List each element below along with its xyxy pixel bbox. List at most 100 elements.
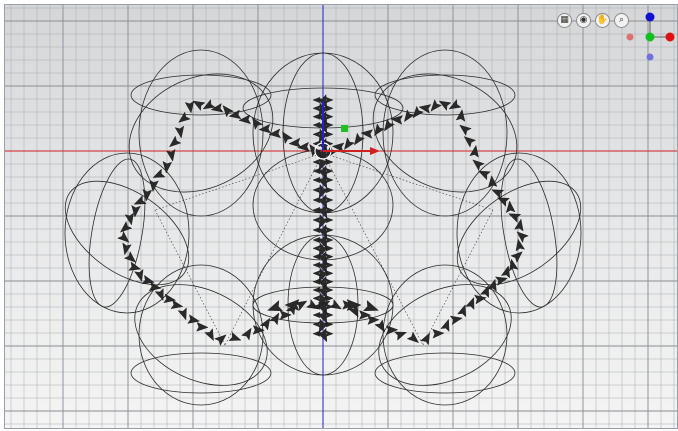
spine-spike — [325, 105, 334, 112]
chain-spike — [438, 100, 452, 111]
spine-spike — [312, 186, 321, 194]
hub-spike — [346, 299, 362, 311]
chain-spike — [178, 111, 191, 123]
chain-spike — [479, 284, 489, 298]
gimbal-ring — [372, 73, 518, 193]
chain-spike — [258, 123, 272, 134]
chain-spike — [374, 319, 385, 333]
spine-spike — [325, 330, 334, 337]
spine-spike — [318, 242, 330, 257]
chain-spike — [184, 100, 195, 114]
gimbal-ring — [382, 49, 508, 217]
chain-spike — [148, 281, 162, 292]
chain-spike — [359, 310, 372, 320]
spine-spike — [312, 236, 321, 244]
hand-icon: ✋ — [596, 15, 609, 25]
spine-spike — [325, 131, 334, 138]
axis-gizmo[interactable] — [615, 9, 677, 65]
chain-spike — [463, 136, 477, 148]
chain-spike — [162, 160, 173, 174]
spine-spike — [325, 253, 334, 260]
gizmo-z-handle[interactable] — [645, 12, 655, 22]
spine-spike — [316, 224, 328, 239]
viewport-grid — [5, 5, 677, 428]
chain-spike — [385, 325, 399, 335]
chain-spike — [412, 105, 424, 119]
spine-spike — [325, 121, 334, 129]
chain-spike — [288, 137, 302, 148]
construction-line — [224, 152, 324, 346]
chain-spike — [214, 334, 227, 346]
spine-spike — [316, 309, 328, 324]
3d-viewport[interactable]: ▦ ◉ ✋ ⌕ — [4, 4, 678, 429]
spine-spike — [312, 216, 321, 224]
chain-spike — [515, 238, 526, 252]
hub-spike — [267, 300, 284, 312]
chain-spike — [122, 242, 132, 256]
gimbal-ring — [88, 158, 146, 308]
chain-spike — [508, 213, 522, 223]
spine-spike — [325, 196, 334, 204]
chain-spike — [367, 315, 380, 325]
scene-canvas[interactable] — [5, 5, 677, 428]
gizmo-neg-z-handle[interactable] — [646, 53, 654, 61]
construction-line — [322, 152, 424, 346]
spine-spike — [325, 321, 334, 328]
chain-spike — [228, 331, 242, 341]
spine-spike — [312, 196, 321, 204]
hub-spike — [284, 299, 300, 311]
chain-spike — [210, 103, 224, 113]
chain-spike — [252, 325, 265, 335]
spine-spike — [316, 259, 328, 274]
spine-spike — [325, 245, 334, 252]
chain-spike — [123, 251, 137, 263]
chain-spike — [268, 128, 282, 139]
camera-icon: ◉ — [579, 15, 588, 25]
chain-spike — [282, 131, 293, 145]
gimbal-ring — [138, 264, 264, 406]
spine-spike — [325, 216, 334, 224]
chain-spike — [390, 115, 404, 125]
gimbal-ring — [130, 352, 272, 394]
gizmo-neg-x-handle[interactable] — [626, 33, 634, 41]
spine-spike — [312, 226, 321, 234]
zoom-button[interactable]: ⌕ — [614, 13, 629, 28]
gimbal-ring — [64, 152, 190, 314]
spine-spike — [318, 318, 330, 333]
chain-spike — [192, 100, 206, 111]
chain-spike — [500, 265, 511, 279]
chain-spike — [394, 331, 408, 341]
pan-button[interactable]: ✋ — [595, 13, 610, 28]
spine-spike — [312, 286, 321, 294]
spine-spike — [325, 158, 334, 166]
spine-spike — [316, 284, 328, 299]
chain-spike — [177, 307, 187, 321]
spine-spike — [325, 113, 334, 120]
construction-line — [422, 209, 494, 346]
grid-toggle-button[interactable]: ▦ — [557, 13, 572, 28]
chain-spike — [374, 123, 385, 137]
spine-spike — [316, 204, 328, 219]
chain-spike — [455, 109, 466, 122]
chain-spike — [474, 294, 487, 305]
spine-spike — [316, 234, 328, 249]
chain-spike — [514, 218, 524, 232]
camera-button[interactable]: ◉ — [576, 13, 591, 28]
chain-spike — [142, 188, 153, 202]
spine-spike — [312, 321, 321, 328]
chain-spike — [430, 99, 442, 112]
chain-spike — [509, 258, 519, 272]
spine-spike — [312, 105, 321, 112]
chain-spike — [384, 118, 395, 132]
spine-spike — [312, 113, 321, 120]
gizmo-y-handle[interactable] — [645, 32, 655, 42]
gimbal-ring — [456, 180, 582, 286]
spine-spike — [312, 253, 321, 260]
chain-spike — [228, 109, 242, 120]
gizmo-x-handle[interactable] — [665, 32, 675, 42]
spine-spike — [312, 176, 321, 184]
chain-spike — [465, 296, 475, 310]
spine-spike — [325, 96, 334, 104]
chain-spike — [331, 142, 345, 153]
chain-spike — [360, 129, 374, 139]
